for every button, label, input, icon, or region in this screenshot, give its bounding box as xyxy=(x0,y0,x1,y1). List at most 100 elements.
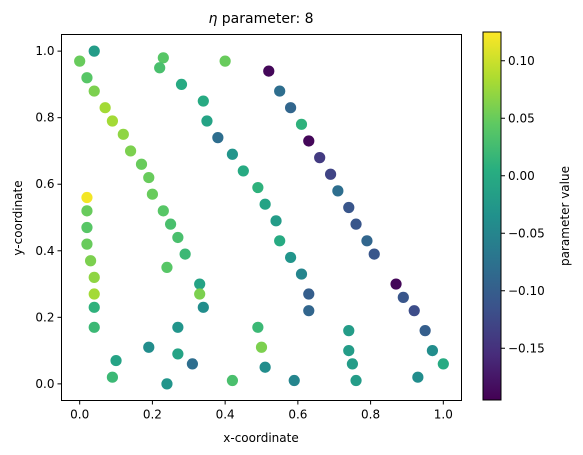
svg-text:η parameter: 8: η parameter: 8 xyxy=(208,11,313,27)
data-point-35 xyxy=(284,102,297,114)
data-point-42 xyxy=(350,218,362,230)
data-point-16 xyxy=(157,52,169,64)
data-point-72 xyxy=(255,341,268,353)
y-tick-label: 0.8 xyxy=(35,111,54,125)
y-tick-label: 0.6 xyxy=(35,177,54,191)
colorbar-label: parameter value xyxy=(558,166,572,266)
points-layer xyxy=(74,45,449,390)
data-point-2 xyxy=(81,72,93,84)
data-point-19 xyxy=(197,95,209,107)
x-tick-label: 1.0 xyxy=(434,408,453,422)
data-point-12 xyxy=(164,218,177,230)
data-point-28 xyxy=(284,251,297,264)
data-point-71 xyxy=(252,321,264,333)
x-tick-label: 0.8 xyxy=(361,408,380,422)
data-point-27 xyxy=(274,235,286,247)
x-tick-label: 0.4 xyxy=(216,408,235,422)
data-point-55 xyxy=(84,255,97,267)
data-point-79 xyxy=(412,371,424,383)
data-point-37 xyxy=(303,135,315,147)
data-point-38 xyxy=(314,152,326,164)
data-point-5 xyxy=(106,115,119,127)
data-point-46 xyxy=(397,291,409,303)
data-point-43 xyxy=(361,235,373,247)
colorbar xyxy=(482,31,502,401)
data-point-3 xyxy=(88,85,100,97)
data-point-77 xyxy=(346,358,359,370)
y-axis-ticks: 0.0 0.2 0.4 0.6 0.8 1.0 xyxy=(35,44,62,391)
data-point-78 xyxy=(350,374,362,387)
y-axis-label: y-coordinate xyxy=(11,180,25,255)
data-point-49 xyxy=(426,344,439,357)
data-point-36 xyxy=(295,118,308,130)
plot-frame xyxy=(61,34,462,401)
y-tick-label: 0.4 xyxy=(35,244,54,258)
data-point-68 xyxy=(194,288,206,300)
data-point-6 xyxy=(117,128,129,140)
data-point-59 xyxy=(88,321,100,333)
y-tick-label: 1.0 xyxy=(35,44,54,58)
data-point-1 xyxy=(88,45,100,57)
data-point-21 xyxy=(212,132,224,144)
data-point-31 xyxy=(303,305,315,317)
data-point-0 xyxy=(74,55,86,67)
data-point-47 xyxy=(408,305,420,317)
data-point-13 xyxy=(172,231,184,244)
data-point-52 xyxy=(81,205,93,217)
data-point-75 xyxy=(343,325,355,337)
data-point-58 xyxy=(88,301,100,313)
data-point-45 xyxy=(390,278,402,290)
data-point-18 xyxy=(175,78,188,91)
data-point-10 xyxy=(146,188,159,200)
data-point-70 xyxy=(226,374,239,387)
colorbar-tick-label: −0.05 xyxy=(508,226,545,240)
data-point-24 xyxy=(252,181,264,194)
colorbar-tick-label: −0.10 xyxy=(508,284,545,298)
data-point-62 xyxy=(143,341,155,353)
data-point-32 xyxy=(219,55,231,67)
data-point-20 xyxy=(201,115,213,127)
data-point-40 xyxy=(332,185,344,197)
title-symbol: η xyxy=(208,11,217,27)
data-point-50 xyxy=(437,358,449,370)
data-point-66 xyxy=(186,358,199,370)
data-point-67 xyxy=(194,278,206,290)
data-point-56 xyxy=(88,271,100,283)
data-point-8 xyxy=(135,158,148,170)
x-tick-label: 0.2 xyxy=(143,408,162,422)
chart-title: η parameter: 8 xyxy=(208,11,313,27)
x-axis-label: x-coordinate xyxy=(223,431,298,445)
data-point-53 xyxy=(81,221,93,234)
data-point-14 xyxy=(179,248,191,260)
data-point-57 xyxy=(88,288,100,300)
data-point-34 xyxy=(274,85,286,97)
data-point-29 xyxy=(295,268,308,280)
data-point-44 xyxy=(368,248,380,260)
data-point-15 xyxy=(161,261,173,274)
data-point-69 xyxy=(197,301,209,313)
data-point-7 xyxy=(124,145,137,157)
colorbar-tick-label: −0.15 xyxy=(508,341,545,355)
y-tick-label: 0.0 xyxy=(35,377,54,391)
data-point-74 xyxy=(288,374,300,387)
x-axis-ticks: 0.0 0.2 0.4 0.6 0.8 1.0 xyxy=(70,400,453,422)
data-point-51 xyxy=(81,191,93,204)
y-tick-label: 0.2 xyxy=(35,310,54,324)
title-text: parameter: 8 xyxy=(217,11,313,27)
colorbar-ticks: 0.10 0.05 0.00 −0.05 −0.10 −0.15 xyxy=(501,54,545,355)
colorbar-tick-label: 0.05 xyxy=(508,111,535,125)
data-point-76 xyxy=(343,344,355,357)
data-point-30 xyxy=(303,288,315,300)
x-tick-label: 0.0 xyxy=(70,408,89,422)
data-point-22 xyxy=(226,148,239,160)
data-point-48 xyxy=(419,325,431,337)
data-point-25 xyxy=(259,198,271,210)
data-point-33 xyxy=(263,65,275,77)
data-point-11 xyxy=(157,205,169,217)
x-tick-label: 0.6 xyxy=(288,408,307,422)
data-point-4 xyxy=(99,102,111,114)
data-point-61 xyxy=(106,371,119,383)
data-point-17 xyxy=(154,62,166,74)
data-point-60 xyxy=(110,354,122,367)
